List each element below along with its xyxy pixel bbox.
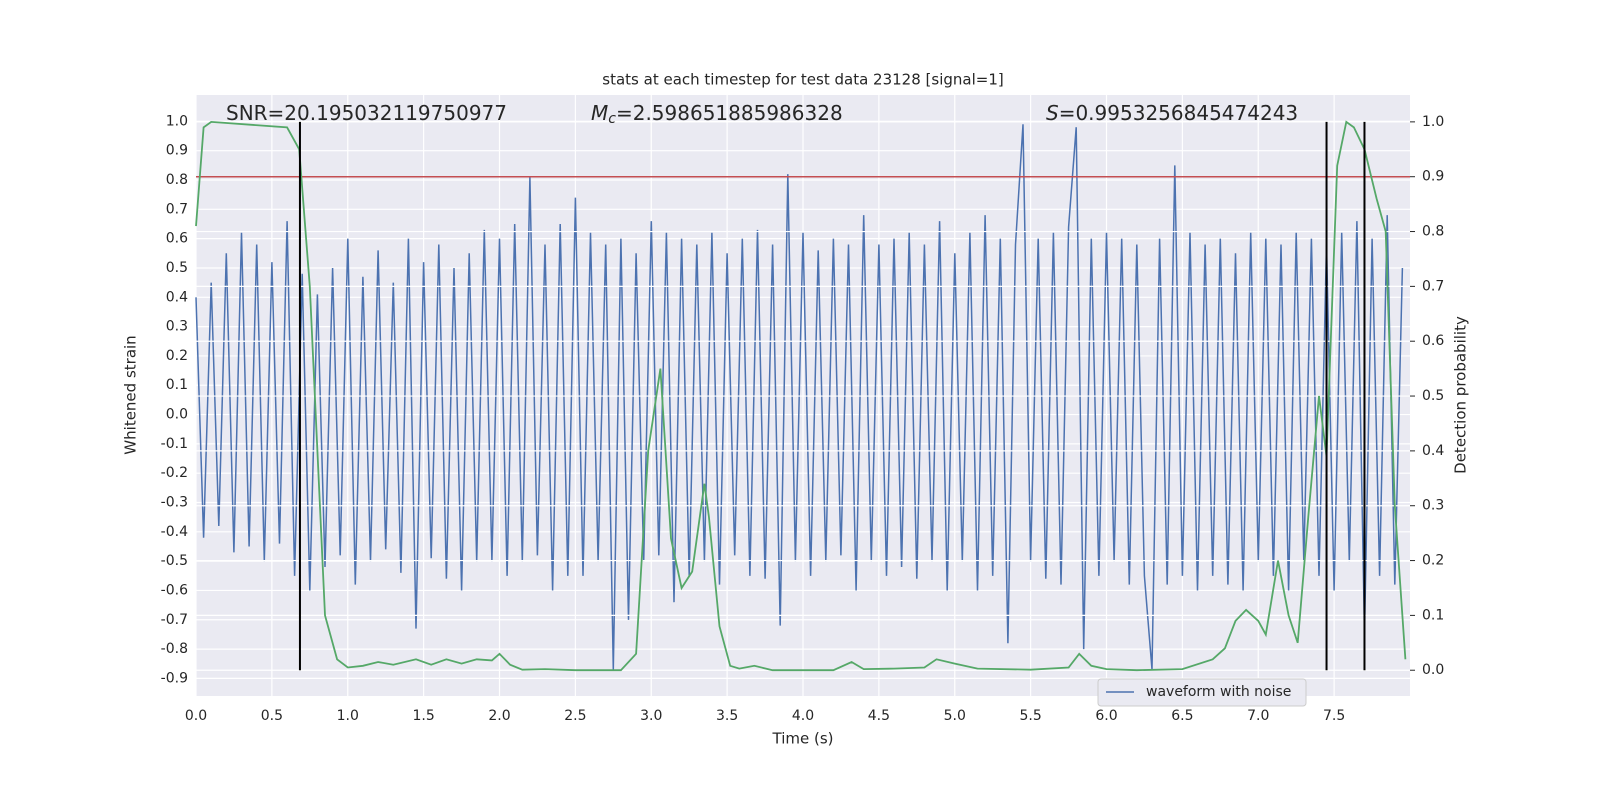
annotation-text: =0.9953256845474243	[1059, 101, 1298, 125]
y2-axis-label: Detection probability	[1452, 316, 1470, 474]
y-tick-label: 0.1	[166, 377, 188, 393]
y2-tick-label: 1.0	[1422, 114, 1444, 130]
y-tick-label: -0.4	[161, 524, 188, 540]
x-tick-label: 6.5	[1171, 708, 1193, 724]
y-tick-label: -0.5	[161, 553, 188, 569]
y2-tick-label: 0.2	[1422, 553, 1444, 569]
y-tick-label: -0.3	[161, 495, 188, 511]
x-tick-label: 4.0	[792, 708, 814, 724]
y-tick-label: 0.2	[166, 348, 188, 364]
y-axis-label: Whitened strain	[122, 335, 140, 454]
y-tick-label: 0.9	[166, 143, 188, 159]
y2-tick-label: 0.7	[1422, 278, 1444, 294]
annotation-symbol: S	[1046, 101, 1059, 125]
waveform-line	[195, 124, 1404, 670]
y-tick-label: -0.9	[161, 670, 188, 686]
annotation-symbol: M	[591, 101, 608, 125]
x-tick-label: 5.0	[944, 708, 966, 724]
y-tick-label: -0.7	[161, 612, 188, 628]
y-tick-label: -0.1	[161, 436, 188, 452]
y2-tick-label: 0.5	[1422, 388, 1444, 404]
y-tick-label: 0.3	[166, 319, 188, 335]
x-tick-label: 6.0	[1095, 708, 1117, 724]
annotation: Mc=2.598651885986328	[591, 101, 843, 128]
legend: waveform with noise	[1097, 678, 1307, 707]
x-axis-label: Time (s)	[772, 730, 834, 748]
x-tick-label: 0.5	[261, 708, 283, 724]
y-tick-label: -0.6	[161, 582, 188, 598]
x-tick-label: 1.0	[337, 708, 359, 724]
y-tick-label: 0.7	[166, 201, 188, 217]
annotation-text: =2.598651885986328	[616, 101, 843, 125]
y2-tick-label: 0.3	[1422, 498, 1444, 514]
annotation: SNR=20.195032119750977	[226, 101, 507, 125]
legend-label: waveform with noise	[1146, 684, 1291, 700]
y2-tick-label: 0.1	[1422, 607, 1444, 623]
y2-tick-label: 0.9	[1422, 169, 1444, 185]
y2-tick-label: 0.0	[1422, 662, 1444, 678]
y2-tick-label: 0.8	[1422, 224, 1444, 240]
x-tick-label: 7.0	[1247, 708, 1269, 724]
y-tick-label: 1.0	[166, 113, 188, 129]
y2-tick-label: 0.4	[1422, 443, 1444, 459]
legend-box	[1097, 678, 1307, 707]
y-tick-label: 0.4	[166, 289, 188, 305]
x-tick-label: 5.5	[1019, 708, 1041, 724]
y-tick-label: -0.2	[161, 465, 188, 481]
annotation: S=0.9953256845474243	[1046, 101, 1298, 125]
x-tick-label: 3.5	[716, 708, 738, 724]
x-tick-label: 1.5	[412, 708, 434, 724]
annotation-subscript: c	[608, 111, 616, 127]
x-tick-label: 2.5	[564, 708, 586, 724]
y-tick-label: -0.8	[161, 641, 188, 657]
chart-title: stats at each timestep for test data 231…	[602, 71, 1003, 89]
annotation-text: SNR=20.195032119750977	[226, 101, 507, 125]
y-tick-label: 0.0	[166, 407, 188, 423]
x-tick-label: 2.0	[488, 708, 510, 724]
y-tick-label: 0.6	[166, 231, 188, 247]
x-tick-label: 7.5	[1323, 708, 1345, 724]
x-tick-label: 0.0	[185, 708, 207, 724]
x-tick-label: 3.0	[640, 708, 662, 724]
y-tick-label: 0.5	[166, 260, 188, 276]
y-tick-label: 0.8	[166, 172, 188, 188]
y2-tick-label: 0.6	[1422, 333, 1444, 349]
x-tick-label: 4.5	[868, 708, 890, 724]
probability-line	[195, 120, 1407, 672]
